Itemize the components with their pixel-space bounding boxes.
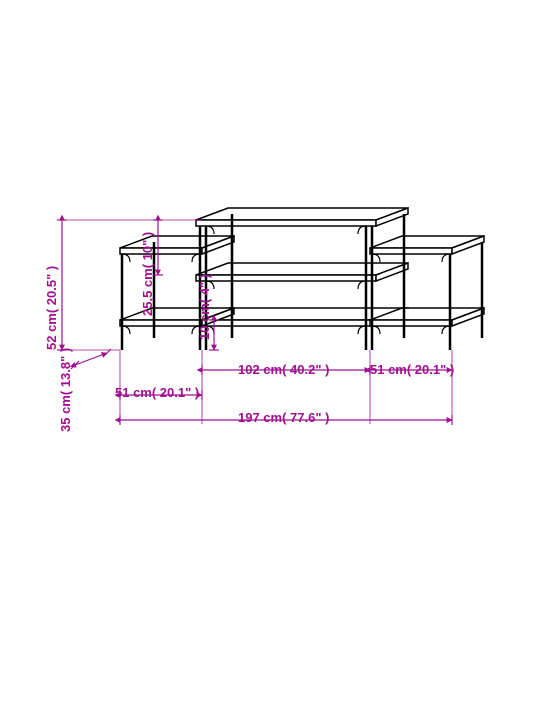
label-height-total: 52 cm( 20.5" ) — [44, 266, 59, 350]
label-width-total: 197 cm( 77.6" ) — [238, 410, 329, 425]
label-width-right: 51 cm( 20.1" ) — [370, 362, 454, 377]
drawing-svg — [0, 0, 540, 720]
diagram-canvas: 52 cm( 20.5" ) 25,5 cm( 10" ) 10 cm( 4" … — [0, 0, 540, 720]
furniture-outline — [120, 208, 484, 350]
label-width-mid: 102 cm( 40.2" ) — [238, 362, 329, 377]
label-height-upper: 25,5 cm( 10" ) — [140, 232, 155, 316]
label-width-left: 51 cm( 20.1" ) — [115, 385, 199, 400]
label-height-lower: 10 cm( 4" ) — [197, 274, 212, 340]
label-depth: 35 cm( 13.8" ) — [58, 348, 73, 432]
